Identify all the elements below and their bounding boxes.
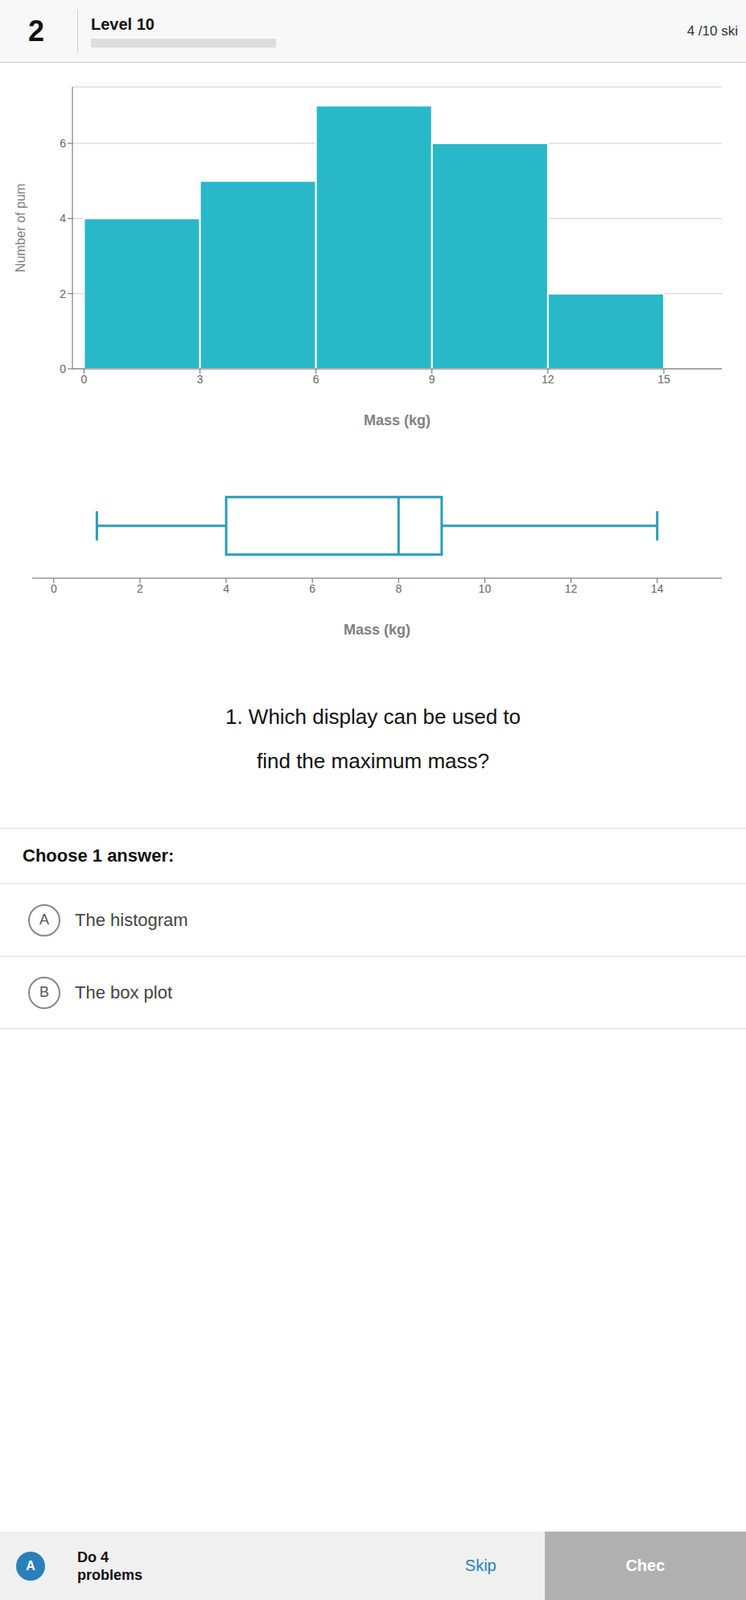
html-text:find the maximum mass?: find the maximum mass? [256, 748, 490, 773]
html-text:The box plot: The box plot [74, 981, 173, 1002]
svg-text:15: 15 [657, 372, 671, 386]
html-text:A: A [39, 910, 50, 928]
svg-text:0: 0 [59, 362, 66, 376]
svg-text:8: 8 [395, 581, 402, 595]
html-text:2: 2 [28, 14, 45, 48]
svg-text:2: 2 [136, 581, 144, 595]
svg-text:4: 4 [59, 211, 66, 225]
svg-text:6: 6 [313, 372, 320, 386]
svg-text:12: 12 [541, 372, 555, 386]
html-text:A: A [25, 1557, 36, 1572]
svg-text:Mass (kg): Mass (kg) [343, 621, 411, 638]
svg-text:12: 12 [564, 581, 578, 595]
html-text:Chec: Chec [625, 1555, 665, 1574]
svg-text:10: 10 [478, 581, 492, 595]
html-text:Skip: Skip [464, 1555, 497, 1574]
svg-text:2: 2 [59, 287, 66, 301]
html-text:Level 10: Level 10 [90, 14, 155, 33]
svg-text:14: 14 [651, 581, 664, 595]
html-text:problems: problems [77, 1565, 143, 1582]
html-text:The histogram: The histogram [74, 908, 188, 930]
svg-text:Number of pum: Number of pum [13, 183, 28, 273]
html-text:Do 4: Do 4 [77, 1547, 109, 1565]
html-text:1. Which display can be used t: 1. Which display can be used to [225, 704, 521, 729]
svg-text:6: 6 [309, 581, 316, 595]
svg-text:0: 0 [81, 372, 88, 386]
svg-text:3: 3 [197, 372, 204, 386]
svg-text:9: 9 [428, 372, 436, 386]
html-text:Choose 1 answer:: Choose 1 answer: [22, 844, 175, 866]
svg-text:0: 0 [50, 581, 58, 595]
svg-text:Mass (kg): Mass (kg) [363, 412, 431, 429]
html-text:B: B [39, 983, 50, 1000]
svg-text:6: 6 [59, 136, 66, 150]
html-text:4 /10 ski: 4 /10 ski [687, 22, 738, 39]
svg-text:4: 4 [222, 581, 230, 595]
